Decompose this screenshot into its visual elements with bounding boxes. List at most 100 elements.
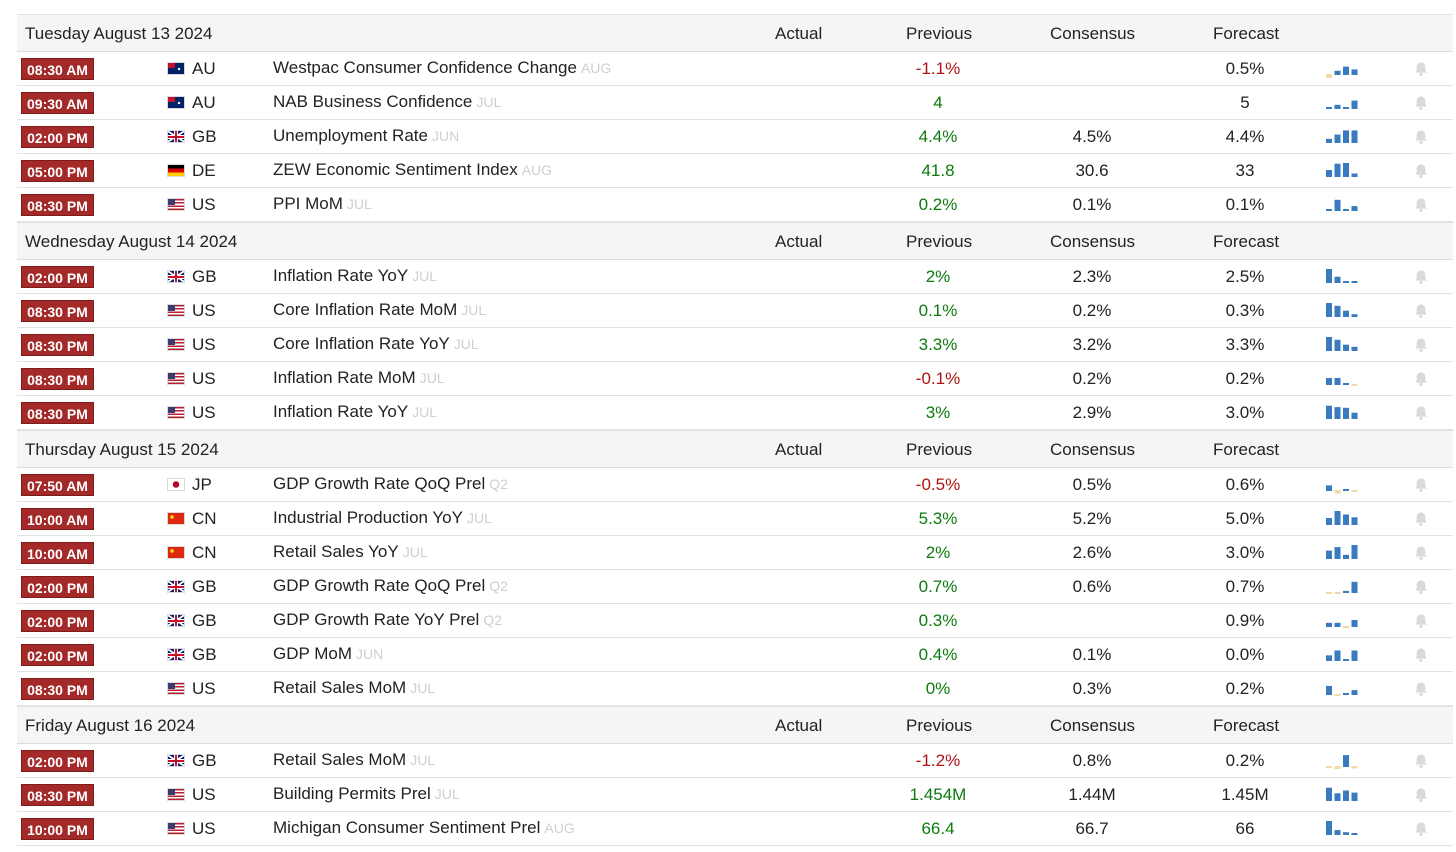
event-row[interactable]: 08:30 PM US Building Permits Prel JUL 1.454M… <box>17 778 1453 812</box>
event-name[interactable]: Retail Sales YoY JUL <box>273 542 428 562</box>
event-row[interactable]: 07:50 AM JP GDP Growth Rate QoQ Prel Q2 -0.5… <box>17 468 1453 502</box>
event-title: GDP Growth Rate QoQ Prel <box>273 474 486 493</box>
event-row[interactable]: 02:00 PM GB Unemployment Rate JUN 4.4% 4.5% 4.… <box>17 120 1453 154</box>
bell-icon[interactable] <box>1413 61 1429 77</box>
event-row[interactable]: 08:30 PM US Core Inflation Rate MoM JUL 0.1%… <box>17 294 1453 328</box>
event-row[interactable]: 08:30 PM US PPI MoM JUL 0.2% 0.1% 0.1% <box>17 188 1453 222</box>
bell-icon[interactable] <box>1413 197 1429 213</box>
previous-value: -0.5% <box>915 475 961 494</box>
bell-icon[interactable] <box>1413 647 1429 663</box>
event-row[interactable]: 02:00 PM GB Retail Sales MoM JUL -1.2% 0.8% 0.… <box>17 744 1453 778</box>
time-badge: 02:00 PM <box>21 610 94 632</box>
sparkline-bar <box>1334 199 1341 211</box>
event-name[interactable]: Core Inflation Rate MoM JUL <box>273 300 486 320</box>
event-name[interactable]: Westpac Consumer Confidence Change AUG <box>273 58 611 78</box>
event-row[interactable]: 02:00 PM GB GDP Growth Rate YoY Prel Q2 0.3%… <box>17 604 1453 638</box>
event-row[interactable]: 10:00 AM CN Retail Sales YoY JUL 2% 2.6% 3.0% <box>17 536 1453 570</box>
event-name[interactable]: Inflation Rate YoY JUL <box>273 266 437 286</box>
event-row[interactable]: 08:30 PM US Inflation Rate YoY JUL 3% 2.9% 3.0… <box>17 396 1453 430</box>
event-reference-period: JUL <box>412 268 438 284</box>
bell-icon[interactable] <box>1413 681 1429 697</box>
consensus-value: 0.2% <box>1072 301 1112 320</box>
event-reference-period: Q2 <box>483 612 503 628</box>
sparkline-bar <box>1343 755 1349 767</box>
event-row[interactable]: 02:00 PM GB GDP MoM JUN 0.4% 0.1% 0.0% <box>17 638 1453 672</box>
forecast-value: 2.5% <box>1225 267 1265 286</box>
bell-icon[interactable] <box>1413 545 1429 561</box>
event-name[interactable]: Core Inflation Rate YoY JUL <box>273 334 479 354</box>
sparkline-bar <box>1334 407 1341 419</box>
event-row[interactable]: 08:30 AM AU Westpac Consumer Confidence Ch… <box>17 52 1453 86</box>
bell-icon[interactable] <box>1413 163 1429 179</box>
column-header-previous: Previous <box>906 440 973 459</box>
previous-value: 2% <box>925 543 951 562</box>
event-title: Core Inflation Rate MoM <box>273 300 458 319</box>
column-header-previous: Previous <box>906 716 973 735</box>
bell-icon[interactable] <box>1413 129 1429 145</box>
event-name[interactable]: PPI MoM JUL <box>273 194 372 214</box>
event-row[interactable]: 08:30 PM US Inflation Rate MoM JUL -0.1% 0.2%… <box>17 362 1453 396</box>
forecast-value: 3.0% <box>1225 403 1265 422</box>
previous-value: 41.8 <box>921 161 955 180</box>
bell-icon[interactable] <box>1413 821 1429 837</box>
event-row[interactable]: 08:30 PM US Retail Sales MoM JUL 0% 0.3% 0.2% <box>17 672 1453 706</box>
flag-icon <box>168 649 184 660</box>
previous-value: 0.2% <box>918 195 958 214</box>
bell-icon[interactable] <box>1413 613 1429 629</box>
event-name[interactable]: Michigan Consumer Sentiment Prel AUG <box>273 818 575 838</box>
event-name[interactable]: Inflation Rate YoY JUL <box>273 402 437 422</box>
event-name[interactable]: Retail Sales MoM JUL <box>273 678 435 698</box>
trend-sparkline <box>1326 303 1358 317</box>
event-name[interactable]: GDP Growth Rate YoY Prel Q2 <box>273 610 502 630</box>
event-name[interactable]: Inflation Rate MoM JUL <box>273 368 445 388</box>
event-name[interactable]: Retail Sales MoM JUL <box>273 750 435 770</box>
bell-icon[interactable] <box>1413 511 1429 527</box>
forecast-value: 0.3% <box>1225 301 1265 320</box>
bell-icon[interactable] <box>1413 269 1429 285</box>
sparkline-bar <box>1326 74 1332 78</box>
trend-sparkline <box>1326 821 1358 835</box>
sparkline-bar <box>1351 100 1358 109</box>
event-name[interactable]: Building Permits Prel JUL <box>273 784 460 804</box>
event-title: Retail Sales MoM <box>273 750 407 769</box>
bell-icon[interactable] <box>1413 95 1429 111</box>
event-row[interactable]: 02:00 PM GB Inflation Rate YoY JUL 2% 2.3% 2.5… <box>17 260 1453 294</box>
event-row[interactable]: 09:30 AM AU NAB Business Confidence JUL 4 5 <box>17 86 1453 120</box>
event-name[interactable]: GDP MoM JUN <box>273 644 383 664</box>
bell-icon[interactable] <box>1413 753 1429 769</box>
sparkline-bar <box>1326 170 1332 177</box>
bell-icon[interactable] <box>1413 337 1429 353</box>
event-name[interactable]: Unemployment Rate JUN <box>273 126 459 146</box>
event-reference-period: JUL <box>346 196 372 212</box>
bell-icon[interactable] <box>1413 787 1429 803</box>
consensus-value: 0.5% <box>1072 475 1112 494</box>
sparkline-bar <box>1351 833 1358 835</box>
event-name[interactable]: GDP Growth Rate QoQ Prel Q2 <box>273 576 508 596</box>
flag-icon <box>168 789 184 800</box>
consensus-value: 2.3% <box>1072 267 1112 286</box>
sparkline-bar <box>1326 518 1332 525</box>
event-row[interactable]: 10:00 AM CN Industrial Production YoY JUL 5.… <box>17 502 1453 536</box>
sparkline-bar <box>1326 138 1332 143</box>
event-reference-period: AUG <box>544 820 575 836</box>
forecast-value: 0.5% <box>1225 59 1265 78</box>
sparkline-bar <box>1351 206 1358 211</box>
sparkline-bar <box>1334 650 1341 661</box>
event-row[interactable]: 08:30 PM US Core Inflation Rate YoY JUL 3.3%… <box>17 328 1453 362</box>
flag-icon <box>168 479 184 490</box>
event-name[interactable]: Industrial Production YoY JUL <box>273 508 492 528</box>
bell-icon[interactable] <box>1413 303 1429 319</box>
sparkline-bar <box>1351 490 1358 492</box>
event-name[interactable]: GDP Growth Rate QoQ Prel Q2 <box>273 474 508 494</box>
event-row[interactable]: 10:00 PM US Michigan Consumer Sentiment Pr… <box>17 812 1453 846</box>
event-row[interactable]: 02:00 PM GB GDP Growth Rate QoQ Prel Q2 0.7%… <box>17 570 1453 604</box>
bell-icon[interactable] <box>1413 405 1429 421</box>
event-row[interactable]: 05:00 PM DE ZEW Economic Sentiment Index AU… <box>17 154 1453 188</box>
bell-icon[interactable] <box>1413 579 1429 595</box>
trend-sparkline <box>1326 66 1358 78</box>
event-name[interactable]: ZEW Economic Sentiment Index AUG <box>273 160 552 180</box>
column-header-consensus: Consensus <box>1050 24 1136 43</box>
bell-icon[interactable] <box>1413 477 1429 493</box>
bell-icon[interactable] <box>1413 371 1429 387</box>
event-name[interactable]: NAB Business Confidence JUL <box>273 92 501 112</box>
